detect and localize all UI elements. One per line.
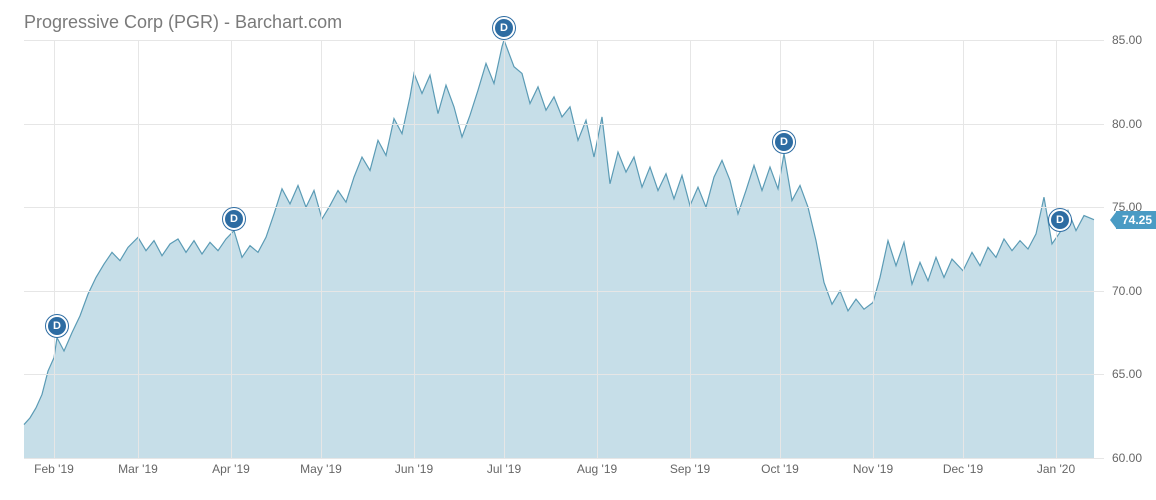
x-axis-label: Dec '19 [943, 462, 983, 476]
chart-svg [24, 40, 1104, 458]
x-axis-label: Jun '19 [395, 462, 433, 476]
y-axis-label: 60.00 [1112, 451, 1142, 465]
x-axis-label: Sep '19 [670, 462, 710, 476]
vgridline [963, 40, 964, 458]
hgridline [24, 207, 1104, 208]
x-axis-label: Jan '20 [1037, 462, 1075, 476]
x-axis-label: Nov '19 [853, 462, 893, 476]
vgridline [873, 40, 874, 458]
dividend-marker[interactable]: D [1049, 209, 1071, 231]
y-axis-label: 80.00 [1112, 117, 1142, 131]
vgridline [138, 40, 139, 458]
vgridline [780, 40, 781, 458]
vgridline [231, 40, 232, 458]
vgridline [321, 40, 322, 458]
x-axis-label: Oct '19 [761, 462, 799, 476]
x-axis-label: Aug '19 [577, 462, 617, 476]
vgridline [1056, 40, 1057, 458]
x-axis-label: May '19 [300, 462, 342, 476]
stock-chart: Progressive Corp (PGR) - Barchart.com D D… [0, 0, 1156, 500]
chart-title: Progressive Corp (PGR) - Barchart.com [24, 12, 342, 33]
dividend-marker[interactable]: D [773, 131, 795, 153]
vgridline [54, 40, 55, 458]
hgridline [24, 374, 1104, 375]
x-axis-label: Feb '19 [34, 462, 74, 476]
y-axis-label: 70.00 [1112, 284, 1142, 298]
vgridline [414, 40, 415, 458]
vgridline [690, 40, 691, 458]
hgridline [24, 458, 1104, 459]
vgridline [504, 40, 505, 458]
y-axis-label: 65.00 [1112, 367, 1142, 381]
x-axis-label: Mar '19 [118, 462, 158, 476]
hgridline [24, 124, 1104, 125]
vgridline [597, 40, 598, 458]
dividend-marker[interactable]: D [46, 315, 68, 337]
hgridline [24, 40, 1104, 41]
hgridline [24, 291, 1104, 292]
y-axis-label: 85.00 [1112, 33, 1142, 47]
last-price-tag: 74.25 [1116, 211, 1156, 229]
plot-area[interactable]: DDDDD [24, 40, 1104, 459]
x-axis-label: Apr '19 [212, 462, 250, 476]
dividend-marker[interactable]: D [223, 208, 245, 230]
dividend-marker[interactable]: D [493, 17, 515, 39]
x-axis-label: Jul '19 [487, 462, 521, 476]
